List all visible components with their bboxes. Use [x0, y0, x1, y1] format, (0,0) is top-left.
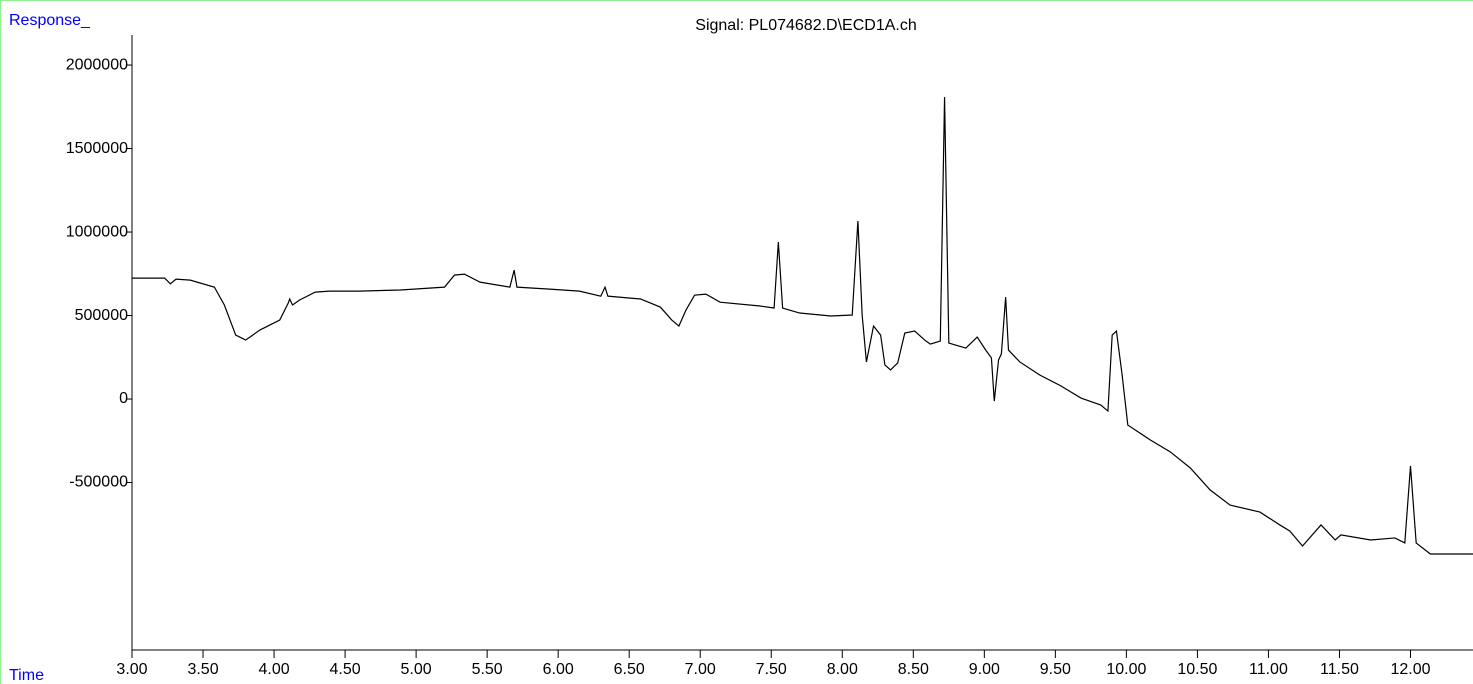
signal-line: [132, 97, 1473, 555]
x-tick-label: 10.00: [1106, 661, 1146, 678]
x-tick-label: 12.00: [1390, 661, 1430, 678]
chart-title: Signal: PL074682.D\ECD1A.ch: [695, 17, 916, 34]
x-tick-label: 3.00: [116, 661, 147, 678]
x-tick-label: 6.50: [614, 661, 645, 678]
x-tick-label: 8.00: [827, 661, 858, 678]
x-tick-label: 7.00: [685, 661, 716, 678]
x-tick-label: 5.50: [472, 661, 503, 678]
x-axis-label: Time: [9, 667, 44, 684]
x-tick-label: 10.50: [1177, 661, 1217, 678]
y-tick-label: 1000000: [66, 223, 128, 240]
y-axis-label: Response_: [9, 12, 91, 29]
y-tick-label: 1500000: [66, 140, 128, 157]
y-tick-label: -500000: [69, 474, 128, 491]
y-tick-label: 2000000: [66, 56, 128, 73]
x-tick-label: 6.00: [543, 661, 574, 678]
y-tick-label: 0: [119, 390, 128, 407]
x-tick-label: 4.50: [330, 661, 361, 678]
x-tick-label: 11.00: [1249, 661, 1288, 678]
x-tick-label: 8.50: [898, 661, 929, 678]
y-tick-label: 500000: [75, 307, 128, 324]
x-tick-label: 5.00: [401, 661, 432, 678]
x-tick-label: 9.50: [1040, 661, 1071, 678]
x-tick-label: 4.00: [258, 661, 289, 678]
x-tick-label: 7.50: [756, 661, 787, 678]
x-tick-label: 9.00: [969, 661, 1000, 678]
x-tick-label: 3.50: [187, 661, 218, 678]
x-tick-label: 11.50: [1320, 661, 1359, 678]
